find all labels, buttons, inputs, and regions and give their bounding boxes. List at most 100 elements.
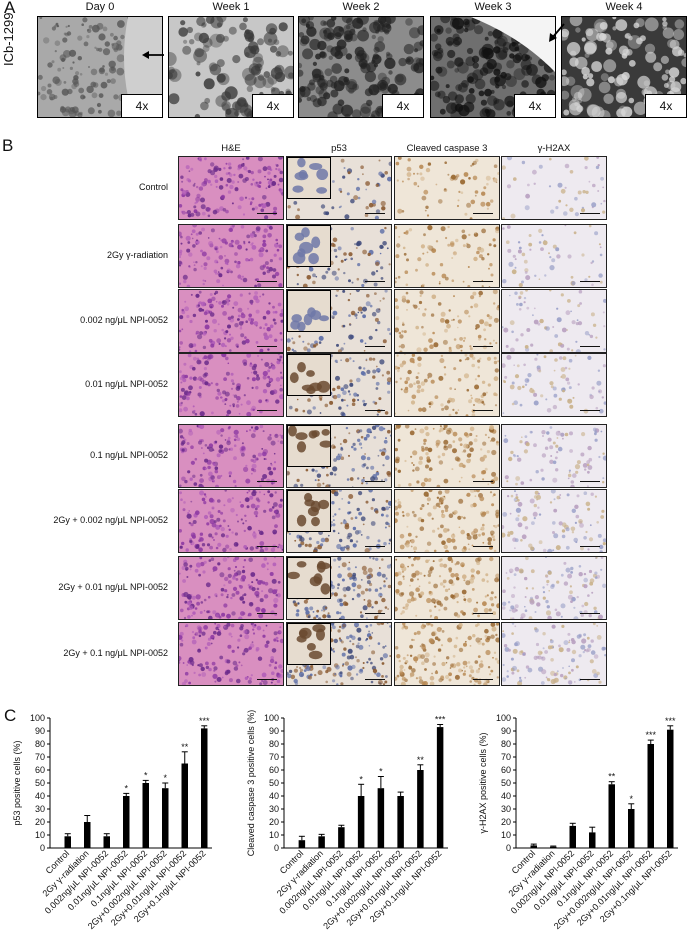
condition-label: Control bbox=[138, 182, 168, 192]
y-axis-label: γ-H2AX positive cells (%) bbox=[478, 732, 488, 833]
ihc-tile bbox=[286, 489, 392, 553]
ihc-tile bbox=[501, 489, 607, 553]
magnification-label: 4x bbox=[514, 94, 555, 117]
magnified-inset bbox=[287, 290, 331, 332]
cell-line-label: ICb-1299 bbox=[1, 12, 16, 66]
scale-bar bbox=[473, 345, 493, 347]
magnification-label: 4x bbox=[645, 94, 686, 117]
ihc-tile bbox=[286, 156, 392, 220]
ihc-tile bbox=[394, 156, 500, 220]
panel-c-letter: C bbox=[4, 706, 17, 725]
condition-label: 0.1 ng/μL NPI-0052 bbox=[90, 450, 168, 460]
scale-bar bbox=[257, 545, 277, 547]
ihc-tile bbox=[178, 224, 284, 288]
y-tick-label: 60 bbox=[501, 765, 511, 775]
scale-bar bbox=[365, 678, 385, 680]
magnified-inset bbox=[287, 354, 331, 396]
y-axis-label: p53 positive cells (%) bbox=[12, 740, 22, 825]
panel-b-letter: B bbox=[2, 136, 14, 155]
significance-marker: ** bbox=[608, 772, 616, 782]
scale-bar bbox=[580, 480, 600, 482]
condition-label: 2Gy γ-radiation bbox=[106, 250, 168, 260]
y-tick-label: 40 bbox=[501, 791, 511, 801]
scale-bar bbox=[473, 612, 493, 614]
scale-bar bbox=[580, 409, 600, 411]
bar bbox=[608, 784, 615, 848]
bar bbox=[84, 822, 91, 848]
ihc-tile bbox=[501, 289, 607, 353]
ihc-tile bbox=[501, 353, 607, 417]
y-tick-label: 80 bbox=[35, 739, 45, 749]
significance-marker: ** bbox=[181, 742, 189, 752]
y-tick-label: 0 bbox=[274, 843, 279, 853]
y-tick-label: 30 bbox=[269, 804, 279, 814]
significance-marker: *** bbox=[199, 716, 210, 726]
magnified-inset bbox=[287, 425, 331, 467]
condition-label: 2Gy + 0.1 ng/μL NPI-0052 bbox=[63, 648, 168, 658]
y-tick-label: 70 bbox=[269, 752, 279, 762]
arrow-icon bbox=[549, 23, 565, 42]
scale-bar bbox=[365, 409, 385, 411]
y-tick-label: 90 bbox=[269, 726, 279, 736]
bar bbox=[123, 796, 130, 848]
bar bbox=[397, 796, 404, 848]
scale-bar bbox=[473, 212, 493, 214]
scale-bar bbox=[473, 409, 493, 411]
bar bbox=[181, 763, 188, 848]
significance-marker: * bbox=[163, 773, 167, 783]
scale-bar bbox=[580, 545, 600, 547]
y-tick-label: 90 bbox=[501, 726, 511, 736]
significance-marker: *** bbox=[645, 730, 656, 740]
bar bbox=[377, 788, 385, 848]
y-tick-label: 50 bbox=[269, 778, 279, 788]
bar bbox=[550, 846, 557, 848]
stain-header: H&E bbox=[221, 143, 241, 154]
ihc-tile bbox=[394, 353, 500, 417]
significance-marker: * bbox=[124, 783, 128, 793]
ihc-tile bbox=[178, 289, 284, 353]
ihc-tile bbox=[178, 622, 284, 686]
scale-bar bbox=[580, 280, 600, 282]
ihc-tile bbox=[178, 353, 284, 417]
scale-bar bbox=[257, 212, 277, 214]
y-tick-label: 40 bbox=[35, 791, 45, 801]
bar bbox=[142, 783, 149, 848]
bar bbox=[667, 729, 674, 848]
y-tick-label: 100 bbox=[30, 713, 45, 723]
bar bbox=[589, 832, 596, 848]
bar-chart-1: 0 10 20 30 40 50 60 70 80 90 100 p53 positive cells… bbox=[12, 713, 212, 931]
magnification-label: 4x bbox=[121, 94, 162, 117]
ihc-tile bbox=[178, 156, 284, 220]
ihc-tile bbox=[501, 622, 607, 686]
significance-marker: *** bbox=[435, 715, 446, 725]
timepoint-label: Week 2 bbox=[342, 1, 380, 13]
ihc-tile bbox=[178, 556, 284, 620]
scale-bar bbox=[473, 280, 493, 282]
bar bbox=[628, 809, 635, 848]
micrograph-2: 4x bbox=[168, 16, 294, 118]
significance-marker: * bbox=[379, 767, 383, 777]
y-tick-label: 100 bbox=[496, 713, 511, 723]
bar bbox=[162, 788, 169, 848]
scale-bar bbox=[473, 480, 493, 482]
ihc-tile bbox=[178, 489, 284, 553]
micrograph-3: 4x bbox=[298, 16, 424, 118]
y-tick-label: 20 bbox=[501, 817, 511, 827]
magnified-inset bbox=[287, 157, 331, 199]
significance-marker: * bbox=[629, 794, 633, 804]
significance-marker: *** bbox=[665, 716, 676, 726]
y-tick-label: 100 bbox=[264, 713, 279, 723]
bar bbox=[436, 727, 444, 848]
stain-header: p53 bbox=[331, 143, 347, 154]
scale-bar bbox=[473, 678, 493, 680]
magnified-inset bbox=[287, 557, 331, 599]
scale-bar bbox=[365, 480, 385, 482]
scale-bar bbox=[365, 280, 385, 282]
significance-marker: * bbox=[144, 770, 148, 780]
bar bbox=[298, 840, 306, 848]
scale-bar bbox=[580, 612, 600, 614]
bar bbox=[417, 770, 424, 848]
y-tick-label: 0 bbox=[506, 843, 511, 853]
panel-a-letter: A bbox=[4, 0, 16, 17]
